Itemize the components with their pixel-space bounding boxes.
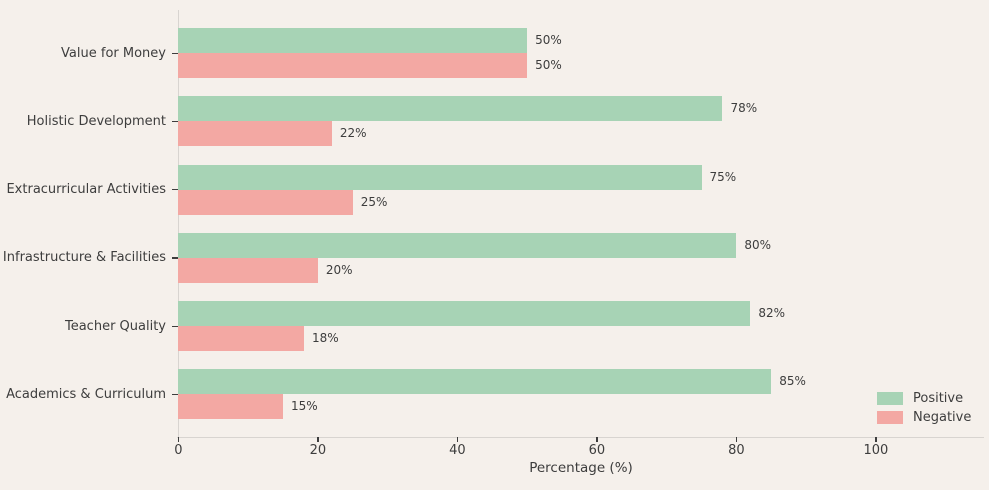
bar-negative xyxy=(178,326,304,352)
legend-label-negative: Negative xyxy=(913,410,972,425)
category-tick-label: Academics & Curriculum xyxy=(6,386,166,402)
legend-swatch-positive xyxy=(877,392,903,405)
x-tick-label: 0 xyxy=(174,443,183,458)
bar-value-label: 78% xyxy=(730,101,758,116)
x-tick-label: 80 xyxy=(728,443,745,458)
bar-value-label: 50% xyxy=(535,33,562,48)
x-tick-label: 20 xyxy=(309,443,327,458)
bar-value-label: 80% xyxy=(744,237,772,252)
bar-value-label: 75% xyxy=(709,169,737,184)
bar-positive xyxy=(178,369,772,395)
bar-value-label: 82% xyxy=(758,306,786,321)
legend-swatch-negative xyxy=(877,411,903,424)
category-tick-label: Extracurricular Activities xyxy=(6,182,166,198)
bar-positive xyxy=(178,28,528,54)
y-tick-mark xyxy=(171,52,178,54)
y-tick-mark xyxy=(171,325,178,327)
bar-positive xyxy=(178,232,737,258)
legend-label-positive: Positive xyxy=(913,391,964,406)
category-tick-label: Infrastructure & Facilities xyxy=(2,250,166,266)
x-tick-mark xyxy=(177,437,180,442)
y-tick-mark xyxy=(171,120,178,123)
category-tick-label: Value for Money xyxy=(61,45,166,61)
bar-negative xyxy=(178,394,284,420)
bar-value-label: 20% xyxy=(325,262,353,277)
x-tick-label: 60 xyxy=(588,443,606,458)
bar-negative xyxy=(178,53,528,79)
x-axis-title: Percentage (%) xyxy=(529,460,633,476)
bar-value-label: 15% xyxy=(291,399,318,414)
bar-value-label: 25% xyxy=(360,194,388,209)
x-tick-label: 40 xyxy=(449,443,466,458)
x-axis-line xyxy=(177,437,984,439)
y-tick-mark xyxy=(171,189,178,191)
x-tick-mark xyxy=(875,437,877,442)
bar-negative xyxy=(178,189,353,215)
y-tick-mark xyxy=(171,393,178,396)
bar-positive xyxy=(178,164,702,190)
x-tick-mark xyxy=(596,437,598,442)
bar-value-label: 22% xyxy=(339,126,367,141)
x-tick-mark xyxy=(456,437,459,442)
legend-row-positive: Positive xyxy=(877,389,971,408)
bar-positive xyxy=(178,96,723,122)
bar-negative xyxy=(178,257,318,283)
category-tick-label: Holistic Development xyxy=(26,113,166,129)
y-tick-mark xyxy=(171,257,178,259)
bar-value-label: 85% xyxy=(779,374,806,389)
y-axis-line xyxy=(177,10,179,437)
category-tick-label: Teacher Quality xyxy=(64,318,166,334)
legend: Positive Negative xyxy=(877,389,971,427)
x-tick-mark xyxy=(317,437,319,442)
x-tick-mark xyxy=(735,437,738,442)
bar-value-label: 50% xyxy=(535,58,562,73)
x-tick-label: 100 xyxy=(863,443,889,458)
legend-row-negative: Negative xyxy=(877,408,971,427)
bar-positive xyxy=(178,301,751,327)
bar-negative xyxy=(178,121,332,147)
bar-value-label: 18% xyxy=(311,331,339,346)
